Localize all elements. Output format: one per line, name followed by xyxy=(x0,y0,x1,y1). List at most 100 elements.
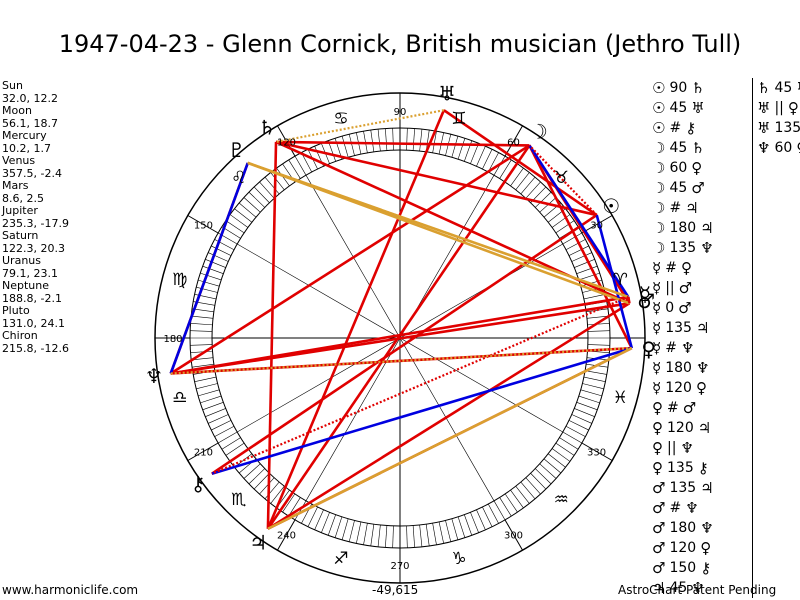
footer-patent: AstroChart Patent Pending xyxy=(618,583,777,597)
degree-tick xyxy=(504,493,518,513)
degree-tick xyxy=(208,252,229,262)
degree-tick xyxy=(585,370,607,375)
degree-label: 120 xyxy=(277,137,296,148)
degree-tick xyxy=(499,159,512,179)
degree-tick xyxy=(341,136,349,158)
aspect-symbol: 45 xyxy=(669,140,688,156)
degree-tick xyxy=(568,420,589,431)
aspect-line-sun-uranus xyxy=(443,109,598,217)
aspect-line-moon-jupiter xyxy=(266,144,531,530)
aspect-row: ☉ # ⚷ xyxy=(652,118,696,138)
degree-tick xyxy=(392,525,394,548)
aspect-row: ☽ 45 ♄ xyxy=(652,138,705,158)
aspect-symbol: # xyxy=(665,340,677,356)
footer-website[interactable]: www.harmoniclife.com xyxy=(2,583,139,597)
degree-tick xyxy=(583,294,606,300)
aspect-symbol: || xyxy=(667,440,677,456)
aspect-planet-1-icon: ☽ xyxy=(652,139,666,157)
aspect-line-mars-neptune xyxy=(170,302,630,375)
degree-tick xyxy=(243,197,261,213)
degree-tick xyxy=(476,146,486,167)
sign-divider xyxy=(187,215,219,234)
degree-label: 330 xyxy=(587,448,606,459)
aspect-row: ♀ || ♆ xyxy=(652,438,694,458)
aspect-planet-1-icon: ☽ xyxy=(652,199,666,217)
aspect-symbol: 90 xyxy=(669,80,688,96)
degree-tick xyxy=(530,473,547,490)
aspect-symbol: 60 xyxy=(774,140,793,156)
aspect-planet-2-icon: ♄ xyxy=(691,139,705,157)
degree-tick xyxy=(547,453,566,468)
aspect-row: ♂ 120 ♀ xyxy=(652,538,711,558)
aspect-row: ☿ # ♆ xyxy=(652,338,694,358)
aspect-symbol: 120 xyxy=(669,540,697,556)
aspect-planet-1-icon: ♃ xyxy=(652,579,666,597)
degree-tick xyxy=(451,518,459,540)
planet-list-value: 131.0, 24.1 xyxy=(2,316,65,330)
aspect-planet-2-icon: ♆ xyxy=(695,359,710,377)
degree-tick xyxy=(419,129,423,152)
aspect-symbol: 135 xyxy=(669,480,697,496)
degree-tick xyxy=(205,408,226,417)
degree-label: 180 xyxy=(163,334,182,345)
degree-tick xyxy=(562,431,583,444)
sign-divider xyxy=(504,519,523,551)
degree-tick xyxy=(192,363,214,368)
aspect-planet-1-icon: ♀ xyxy=(652,459,663,477)
sign-glyphs: ♈ ♉ ♊ ♋ ♌ ♍ ♎ ♏ ♐ ♑ ♒ ♓ xyxy=(172,109,628,569)
aspect-row: ♀ # ♂ xyxy=(652,398,696,418)
aspect-planet-1-icon: ♂ xyxy=(652,479,666,497)
degree-tick xyxy=(288,159,301,179)
aspect-symbol: 120 xyxy=(667,420,694,436)
degree-tick xyxy=(327,514,336,536)
degree-tick xyxy=(493,500,506,521)
degree-label: 270 xyxy=(390,561,409,572)
degree-tick xyxy=(587,323,610,326)
planet-list-name: Sun xyxy=(2,79,23,92)
degree-tick xyxy=(482,506,493,527)
planet-glyphs: ☉ ☽ ☿ ♀ ♂ ♃ ♄ ♅ ♆ ♇ ⚷ xyxy=(145,81,656,554)
degree-tick xyxy=(555,442,575,456)
aspect-planet-1-icon: ☿ xyxy=(652,259,662,277)
planet-list-value: 32.0, 12.2 xyxy=(2,91,58,105)
degree-tick xyxy=(457,138,466,160)
degree-tick xyxy=(525,181,541,199)
degree-tick xyxy=(385,128,388,151)
degree-tick xyxy=(288,497,301,517)
mercury-icon: ☿ xyxy=(639,282,651,306)
aspect-planet-1-icon: ☉ xyxy=(652,99,666,117)
planet-list-value: 235.3, -17.9 xyxy=(2,216,69,230)
degree-tick xyxy=(202,265,224,274)
aspect-symbol: 120 xyxy=(665,380,692,396)
planet-list-value: 122.3, 20.3 xyxy=(2,241,65,255)
degree-tick xyxy=(445,520,452,542)
aspect-row: ☽ 135 ♆ xyxy=(652,238,714,258)
degree-tick xyxy=(327,140,336,162)
aspect-planet-1-icon: ♄ xyxy=(757,79,771,97)
aspect-planet-1-icon: ☿ xyxy=(652,339,662,357)
aspect-planet-1-icon: ♀ xyxy=(652,419,663,437)
aspect-row: ☿ 180 ♆ xyxy=(652,358,709,378)
degree-tick xyxy=(190,350,213,353)
degree-tick xyxy=(248,468,265,485)
degree-tick xyxy=(307,506,318,527)
aspect-planet-1-icon: ♅ xyxy=(757,119,771,137)
sign-sagittarius-icon: ♐ xyxy=(333,549,348,569)
aspect-planet-2-icon: ♅ xyxy=(796,79,800,97)
degree-tick xyxy=(221,437,241,450)
degree-tick xyxy=(515,172,530,191)
aspect-planet-1-icon: ♂ xyxy=(652,559,666,577)
aspect-planet-1-icon: ☿ xyxy=(652,279,662,297)
sign-divider xyxy=(581,215,613,234)
wheel-rings xyxy=(154,92,646,584)
degree-tick xyxy=(487,152,499,173)
planet-list-name: Saturn xyxy=(2,229,39,242)
aspect-planet-1-icon: ☽ xyxy=(652,159,666,177)
degree-label: 300 xyxy=(504,531,523,542)
degree-tick xyxy=(348,134,355,156)
aspect-row: ☽ # ♃ xyxy=(652,198,699,218)
aspect-planet-2-icon: ♂ xyxy=(678,299,692,317)
aspect-symbol: 45 xyxy=(774,80,793,96)
degree-tick xyxy=(464,514,473,536)
planet-list-value: 215.8, -12.6 xyxy=(2,341,69,355)
